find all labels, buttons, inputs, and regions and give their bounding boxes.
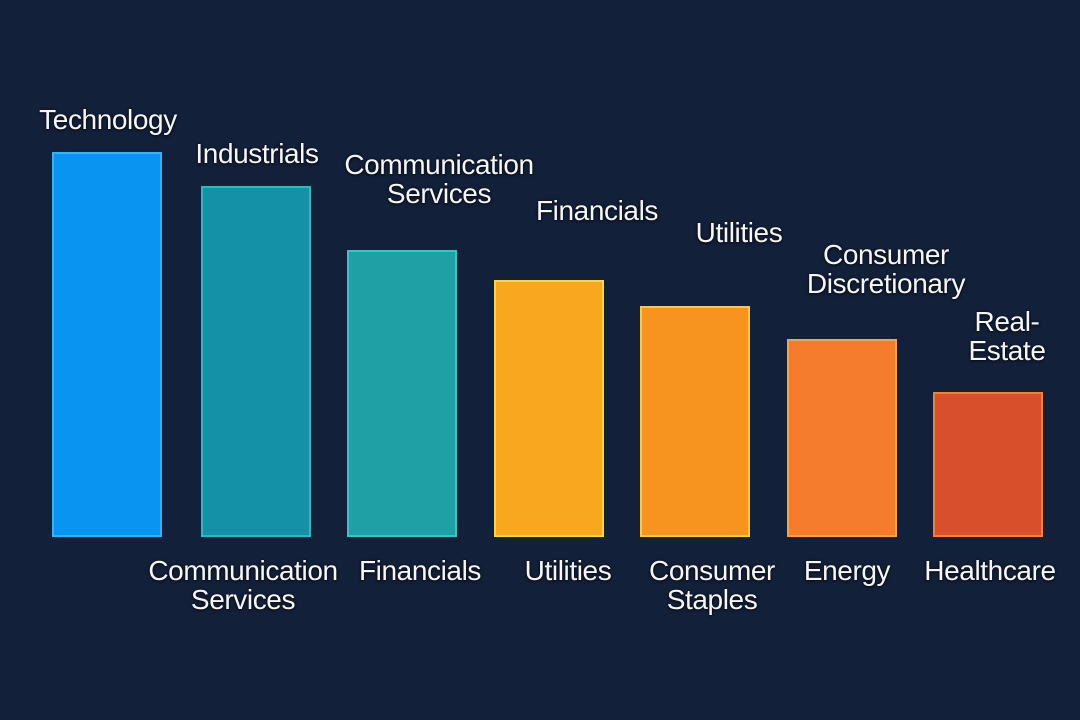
bottom-label-line: Staples [666,584,758,615]
bottom-label-utilities: Utilities [525,556,612,585]
bottom-label-energy: Energy [803,555,891,586]
bar-consumer-discretionary [787,339,897,537]
bottom-label-communication-services: Communication Services [148,555,338,615]
bar-real-estate [933,392,1043,537]
top-label-line: Technology [39,104,177,135]
bottom-label-line: Communication [148,555,338,586]
bar-communication-services [347,250,457,537]
bottom-label-financials: Financials [359,556,481,585]
bar-technology [52,152,162,537]
bar-financials [494,280,604,537]
top-label-line: Real- [974,306,1040,337]
top-label-line: Financials [535,195,659,226]
top-label-line: Industrials [195,138,319,169]
top-label-industrials: Industrials [195,138,319,169]
bottom-label-line: Energy [803,555,891,586]
top-label-line: Utilities [695,217,783,248]
top-label-technology: Technology [39,105,177,134]
top-label-communication-services: Communication Services [344,149,534,209]
top-label-utilities: Utilities [696,218,783,247]
top-label-line: Consumer [823,239,949,270]
bottom-label-healthcare: Healthcare [924,555,1056,586]
top-label-financials: Financials [536,196,658,225]
top-label-consumer-discretionary: Consumer Discretionary [806,239,966,299]
bar-utilities [640,306,750,537]
top-label-line: Discretionary [806,268,966,299]
top-label-line: Estate [968,335,1046,366]
bottom-label-line: Services [190,584,296,615]
top-label-real-estate: Real- Estate [969,307,1046,365]
bar-industrials [201,186,311,537]
bottom-label-line: Consumer [649,555,775,586]
bottom-label-line: Financials [358,555,482,586]
top-label-line: Communication [344,149,534,180]
top-label-line: Services [386,178,492,209]
bottom-label-line: Healthcare [924,555,1056,586]
bottom-label-line: Utilities [524,555,612,586]
bottom-label-consumer-staples: Consumer Staples [649,556,775,614]
